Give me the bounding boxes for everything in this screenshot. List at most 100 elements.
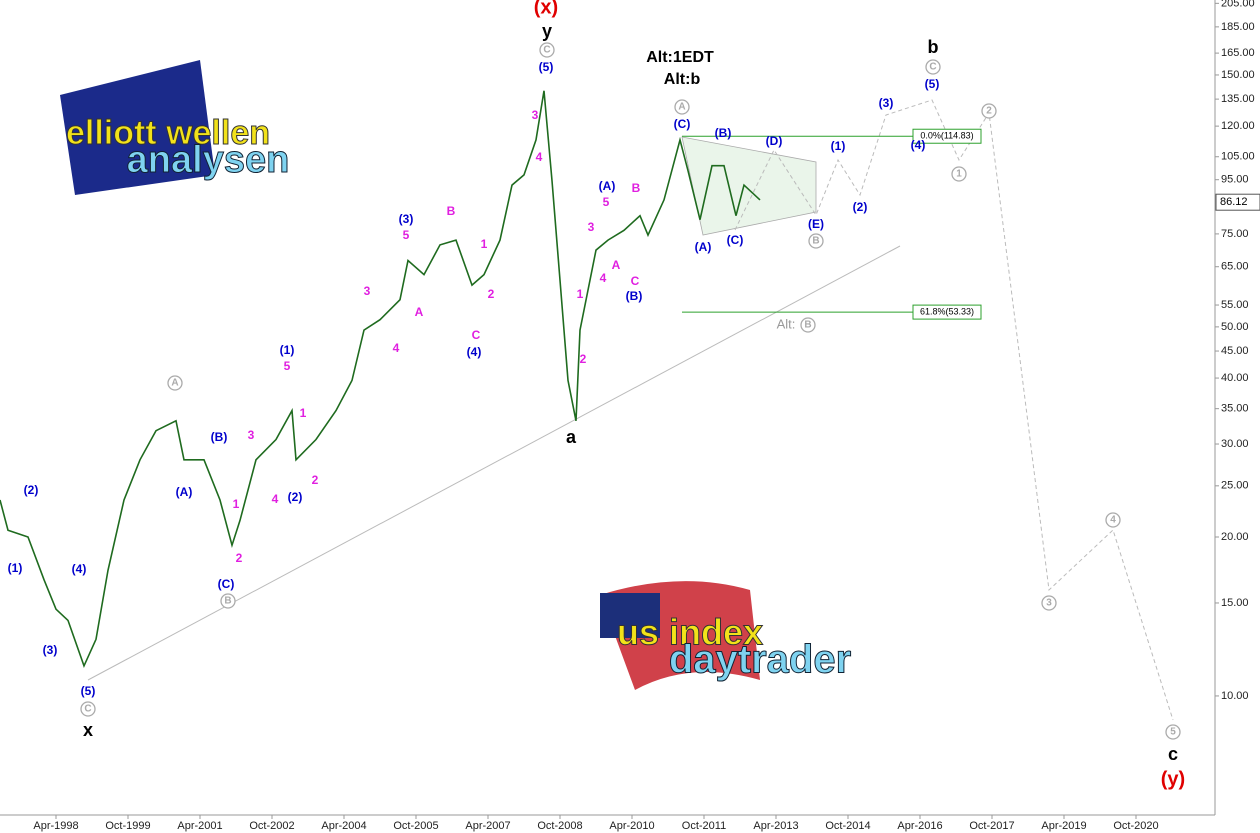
trend-line xyxy=(87,245,901,681)
wave-label: C xyxy=(631,274,640,288)
logo-flag xyxy=(60,60,215,195)
wave-circle xyxy=(800,317,816,333)
y-tick-label: 35.00 xyxy=(1221,403,1249,415)
wave-label: 3 xyxy=(1046,598,1052,609)
last-price-box xyxy=(1215,193,1260,211)
wave-label: (3) xyxy=(879,96,894,110)
wave-label: 4 xyxy=(600,271,607,285)
wave-label: 1 xyxy=(233,497,240,511)
level-label: 61.8%(53.33) xyxy=(920,306,974,316)
y-tick-label: 20.00 xyxy=(1221,531,1249,543)
wave-label: b xyxy=(928,37,939,57)
wave-label: A xyxy=(171,378,178,389)
wave-label: (B) xyxy=(211,430,228,444)
level-label-box xyxy=(912,128,982,144)
wave-circle xyxy=(925,59,941,75)
x-tick-label: Apr-2004 xyxy=(321,820,366,832)
wave-label: 5 xyxy=(284,359,291,373)
projection-path xyxy=(734,99,1174,721)
wave-label: 4 xyxy=(393,341,400,355)
wave-label: (B) xyxy=(715,126,732,140)
x-tick-label: Oct-2011 xyxy=(682,820,726,832)
wave-label: (2) xyxy=(853,200,868,214)
wave-label: (C) xyxy=(218,577,235,591)
logo-text: daytrader xyxy=(669,638,851,682)
logo-elliott: elliott wellen analysen xyxy=(60,60,290,195)
wave-circle xyxy=(981,103,997,119)
wave-label: C xyxy=(472,328,481,342)
y-tick-label: 75.00 xyxy=(1221,228,1249,240)
wave-label: (A) xyxy=(599,179,616,193)
y-tick-label: 95.00 xyxy=(1221,174,1249,186)
wave-label: (D) xyxy=(766,134,783,148)
wave-label: A xyxy=(678,102,685,113)
wave-label: (3) xyxy=(399,212,414,226)
logo-text: elliott wellen xyxy=(66,114,270,152)
wave-label: y xyxy=(542,21,552,41)
wave-label: (x) xyxy=(534,0,558,18)
wave-label: x xyxy=(83,720,93,740)
x-tick-label: Apr-2013 xyxy=(753,820,798,832)
wave-label: (1) xyxy=(280,343,295,357)
wave-label: 2 xyxy=(236,551,243,565)
x-tick-label: Apr-2016 xyxy=(897,820,942,832)
wave-label: 5 xyxy=(603,195,610,209)
wave-label: (4) xyxy=(911,138,926,152)
y-tick-label: 10.00 xyxy=(1221,690,1249,702)
wave-circle xyxy=(220,593,236,609)
wave-label: B xyxy=(812,236,819,247)
wave-label: B xyxy=(224,596,231,607)
wave-label: (4) xyxy=(72,562,87,576)
wave-label: 4 xyxy=(272,492,279,506)
y-tick-label: 65.00 xyxy=(1221,261,1249,273)
level-label-box xyxy=(912,304,982,320)
wave-circle xyxy=(80,701,96,717)
y-tick-label: 150.00 xyxy=(1221,69,1255,81)
wave-label: (E) xyxy=(808,217,824,231)
wave-label: 2 xyxy=(488,287,495,301)
wave-label: 3 xyxy=(532,108,539,122)
wave-label: 5 xyxy=(403,228,410,242)
wave-label: (2) xyxy=(24,483,39,497)
wave-label: 3 xyxy=(364,284,371,298)
price-line xyxy=(0,90,761,669)
wave-label: (5) xyxy=(81,684,96,698)
x-tick-label: Oct-2008 xyxy=(537,820,582,832)
y-tick-label: 30.00 xyxy=(1221,438,1249,450)
wave-label: Alt: xyxy=(777,316,796,331)
level-label: 0.0%(114.83) xyxy=(920,131,973,141)
wave-label: (A) xyxy=(176,485,193,499)
y-tick-label: 40.00 xyxy=(1221,372,1249,384)
wave-label: (4) xyxy=(467,345,482,359)
wave-label: (C) xyxy=(674,117,691,131)
wave-label: 3 xyxy=(588,220,595,234)
wave-label: 1 xyxy=(577,287,584,301)
y-tick-label: 55.00 xyxy=(1221,299,1249,311)
wave-label: (1) xyxy=(831,139,846,153)
wave-label: A xyxy=(612,258,621,272)
x-tick-label: Oct-2005 xyxy=(393,820,438,832)
wave-label: 1 xyxy=(300,406,307,420)
wave-label: Alt:1EDT xyxy=(646,49,714,66)
wave-label: a xyxy=(566,427,577,447)
wave-label: B xyxy=(804,320,811,331)
wave-label: C xyxy=(84,704,91,715)
x-tick-label: Oct-2017 xyxy=(969,820,1014,832)
wave-label: (y) xyxy=(1161,768,1185,790)
x-tick-label: Apr-2007 xyxy=(465,820,510,832)
wave-label: 4 xyxy=(536,150,543,164)
logo-text: us index xyxy=(617,612,763,653)
logo-flag-canton xyxy=(600,593,660,638)
wave-label: C xyxy=(929,62,936,73)
wave-label: (5) xyxy=(925,77,940,91)
wave-label: (3) xyxy=(43,643,58,657)
wave-circle xyxy=(674,99,690,115)
wave-circle xyxy=(539,42,555,58)
wave-label: (C) xyxy=(727,233,744,247)
wave-label: A xyxy=(415,305,424,319)
wave-circle xyxy=(1165,724,1181,740)
y-tick-label: 105.00 xyxy=(1221,151,1255,163)
last-price-label: 86.12 xyxy=(1220,196,1248,208)
